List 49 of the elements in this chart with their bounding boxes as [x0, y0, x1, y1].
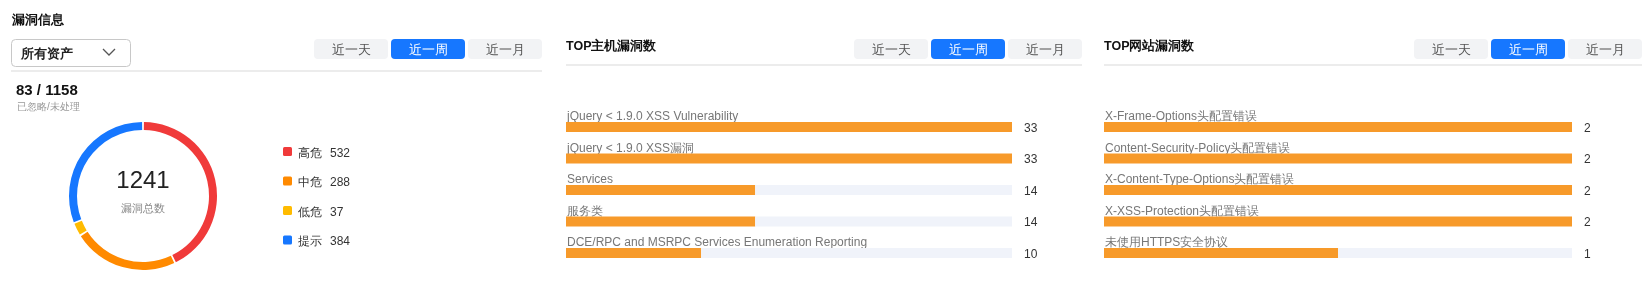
data-label: 10 — [1024, 246, 1038, 261]
data-label: 2 — [1584, 120, 1591, 135]
y-tick-label: jQuery < 1.9.0 XSS漏洞 — [566, 140, 695, 155]
data-label: 37 — [330, 204, 344, 219]
button: 近一月 — [468, 39, 542, 59]
data-label: 384 — [330, 234, 351, 248]
button: 近一天 — [1414, 39, 1488, 59]
button: 近一月 — [1568, 39, 1642, 59]
y-tick-label: X-Content-Type-Options头配置错误 — [1105, 172, 1295, 186]
button: 近一天 — [314, 39, 388, 59]
y-tick-label: 服务类 — [567, 203, 603, 218]
y-tick-label: Content-Security-Policy头配置错误 — [1105, 140, 1291, 155]
dropdown: 所有资产 — [11, 39, 131, 67]
button: 近一周 — [1491, 39, 1565, 59]
data-label: 14 — [1024, 183, 1038, 198]
text: 已忽略/未处理 — [17, 101, 80, 112]
data-label: 2 — [1584, 183, 1591, 198]
data-label: 33 — [1024, 152, 1038, 166]
data-label: 1 — [1584, 246, 1591, 261]
data-label: 2 — [1584, 152, 1591, 166]
y-tick-label: jQuery < 1.9.0 XSS Vulnerability — [566, 109, 739, 123]
data-label: 2 — [1584, 215, 1591, 229]
button: 近一周 — [931, 39, 1005, 59]
y-tick-label: X-Frame-Options头配置错误 — [1105, 109, 1258, 123]
data-label: 33 — [1024, 120, 1038, 135]
button: 近一天 — [854, 39, 928, 59]
text: 83 / 1158 — [16, 81, 78, 98]
y-tick-label: Services — [567, 172, 614, 186]
text: 漏洞总数 — [121, 202, 165, 214]
data-label: 288 — [330, 175, 351, 189]
legend-item: 中危 — [283, 175, 322, 189]
legend-label: 提示 — [298, 234, 322, 248]
legend-label: 高危 — [298, 145, 322, 160]
legend-item: 提示 — [283, 234, 322, 248]
y-tick-label: 未使用HTTPS安全协议 — [1105, 235, 1229, 249]
y-tick-label: DCE/RPC and MSRPC Services Enumeration Reporting — [567, 235, 868, 249]
button: 近一周 — [391, 39, 465, 59]
legend-item: 低危 — [283, 204, 322, 219]
data-label: 14 — [1024, 215, 1038, 229]
legend-label: 低危 — [298, 204, 322, 219]
chart-title: TOP网站漏洞数 — [1104, 39, 1196, 53]
chart-title: 漏洞信息 — [11, 12, 65, 27]
legend-label: 中危 — [298, 175, 322, 189]
button: 近一月 — [1008, 39, 1082, 59]
y-tick-label: X-XSS-Protection头配置错误 — [1105, 203, 1260, 218]
chart-title: TOP主机漏洞数 — [566, 38, 658, 53]
data-label: 532 — [330, 145, 351, 160]
text: 1241 — [116, 166, 170, 193]
legend-item: 高危 — [283, 145, 322, 160]
